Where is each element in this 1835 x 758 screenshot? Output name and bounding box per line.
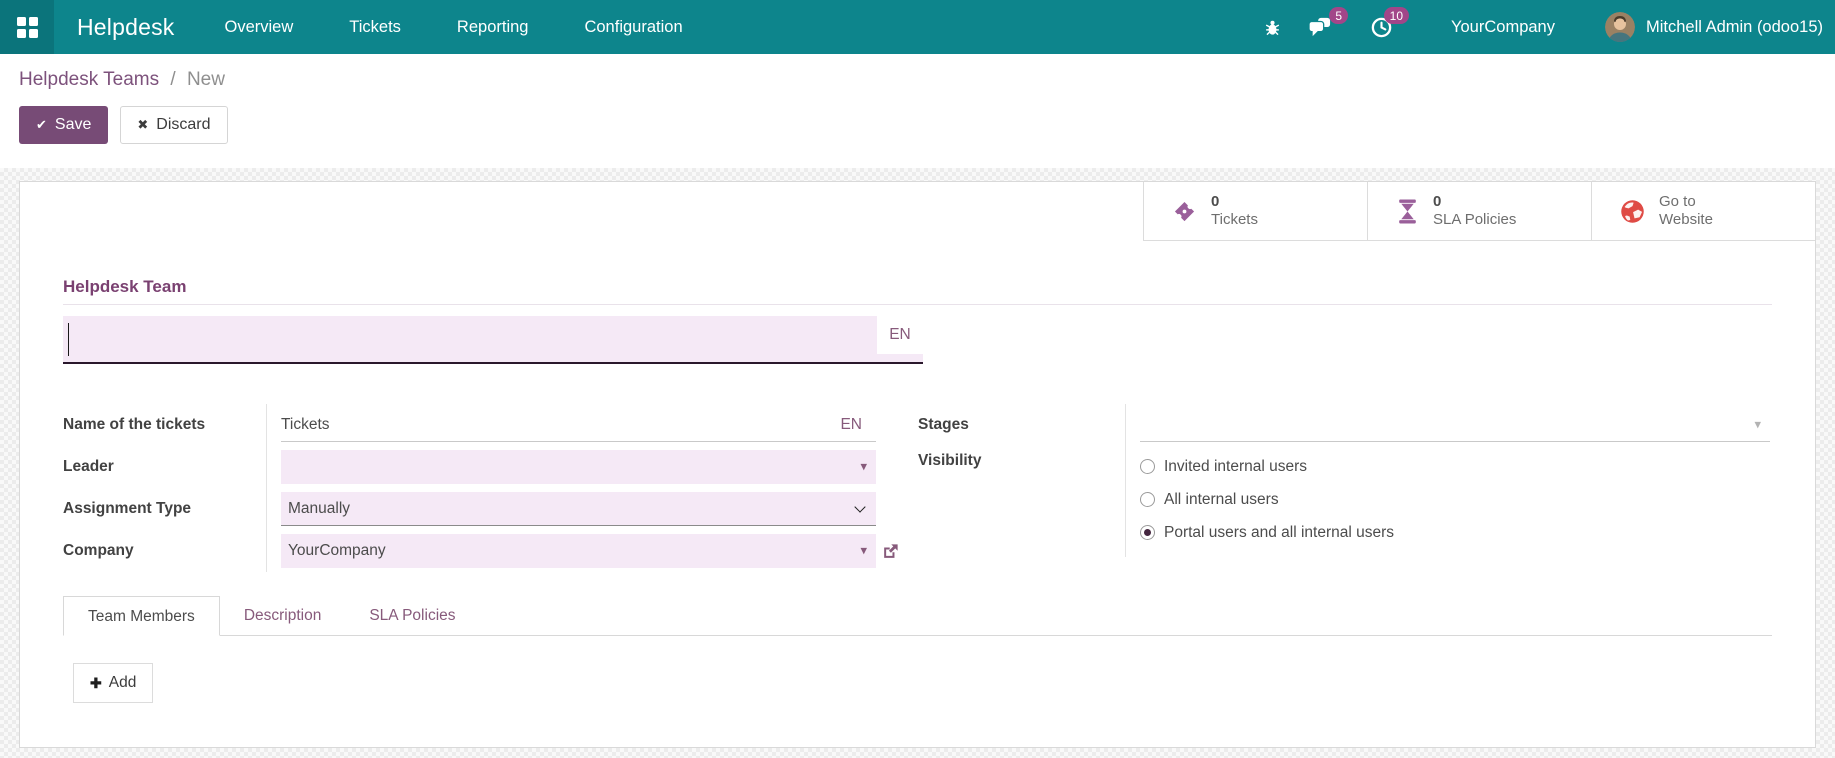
tab-sla-policies[interactable]: SLA Policies (369, 607, 456, 624)
chevron-down-icon: ▾ (860, 542, 867, 558)
add-team-member-button[interactable]: ✚ Add (73, 663, 154, 703)
radio-icon (1140, 459, 1155, 474)
radio-icon (1140, 525, 1155, 540)
activities-count-badge: 10 (1383, 6, 1410, 24)
text-cursor (68, 323, 69, 356)
notebook-tabs: Team Members Description SLA Policies (63, 595, 1772, 636)
ticket-name-value: Tickets (281, 415, 330, 433)
company-switcher[interactable]: YourCompany (1451, 17, 1555, 36)
stat-button-go-to-website[interactable]: Go to Website (1591, 182, 1815, 240)
save-button[interactable]: ✔ Save (19, 106, 109, 144)
menu-item-tickets[interactable]: Tickets (349, 17, 401, 36)
chevron-down-icon: ▾ (1754, 415, 1761, 431)
right-field-group: Stages ▾ Visibility Invited internal use (918, 404, 1785, 572)
radio-portal-and-internal-users[interactable]: Portal users and all internal users (1140, 516, 1394, 549)
apps-grid-icon (16, 16, 38, 38)
company-value: YourCompany (288, 542, 386, 559)
topbar-right: 5 10 YourCompany Mitchell Admin (odoo15) (1263, 6, 1835, 42)
stat-button-tickets[interactable]: 0 Tickets (1143, 182, 1367, 240)
breadcrumb-current: New (186, 69, 225, 90)
hourglass-icon (1399, 199, 1416, 223)
menu-item-configuration[interactable]: Configuration (584, 17, 683, 36)
stages-input[interactable]: ▾ (1140, 408, 1770, 442)
app-title[interactable]: Helpdesk (77, 13, 175, 40)
breadcrumb-separator: / (170, 69, 176, 90)
visibility-label: Visibility (918, 452, 982, 469)
radio-icon (1140, 492, 1155, 507)
control-panel: Helpdesk Teams / New ✔ Save ✖ Discard (0, 54, 1835, 168)
globe-icon (1621, 199, 1644, 223)
stat-button-strip: 0 Tickets 0 SLA Policies (20, 182, 1815, 241)
website-label-line1: Go to (1659, 193, 1696, 210)
field-groups: Name of the tickets Tickets EN Leader ▾ (63, 404, 1772, 572)
leader-label: Leader (63, 458, 114, 475)
left-field-group: Name of the tickets Tickets EN Leader ▾ (63, 404, 901, 572)
messages-count-badge: 5 (1329, 7, 1349, 24)
stages-label: Stages (918, 416, 969, 433)
team-name-translation-button[interactable]: EN (877, 316, 923, 354)
breadcrumb: Helpdesk Teams / New (19, 69, 1835, 91)
messages-icon[interactable]: 5 (1308, 7, 1349, 38)
external-link-icon (884, 543, 898, 558)
user-avatar[interactable] (1604, 12, 1635, 42)
visibility-radio-group: Invited internal users All internal user… (1140, 450, 1394, 549)
tab-team-members[interactable]: Team Members (63, 596, 220, 636)
tickets-label: Tickets (1211, 211, 1258, 228)
check-icon: ✔ (36, 117, 47, 132)
stat-button-sla-policies[interactable]: 0 SLA Policies (1367, 182, 1591, 240)
sla-count: 0 (1433, 193, 1442, 210)
chevron-down-icon: ▾ (860, 458, 867, 474)
radio-all-internal-users[interactable]: All internal users (1140, 483, 1394, 516)
form-sheet: 0 Tickets 0 SLA Policies (19, 181, 1816, 748)
sla-label: SLA Policies (1433, 211, 1517, 228)
ticket-name-input[interactable]: Tickets EN (281, 408, 876, 442)
team-name-input[interactable]: EN (63, 316, 923, 364)
top-navbar: Helpdesk Overview Tickets Reporting Conf… (0, 0, 1835, 54)
tickets-count: 0 (1211, 193, 1220, 210)
discard-button[interactable]: ✖ Discard (120, 106, 228, 144)
activities-clock-icon[interactable]: 10 (1370, 6, 1410, 39)
assignment-type-label: Assignment Type (63, 500, 192, 517)
ticket-icon (1174, 201, 1195, 221)
apps-menu-button[interactable] (0, 0, 54, 54)
website-label-line2: Website (1659, 211, 1713, 228)
form-action-buttons: ✔ Save ✖ Discard (19, 106, 1835, 144)
breadcrumb-parent-link[interactable]: Helpdesk Teams (19, 69, 160, 90)
company-external-link-button[interactable] (881, 542, 900, 561)
ticket-name-translation-button[interactable]: EN (840, 415, 862, 433)
sheet-main: Helpdesk Team EN Name of the tickets Tic… (20, 241, 1815, 703)
assignment-type-select[interactable]: Manually (281, 492, 876, 526)
user-menu[interactable]: Mitchell Admin (odoo15) (1645, 17, 1823, 36)
tab-description[interactable]: Description (243, 607, 322, 624)
plus-icon: ✚ (90, 674, 102, 691)
company-input[interactable]: YourCompany ▾ (281, 534, 876, 568)
x-icon: ✖ (137, 117, 149, 132)
discard-button-label: Discard (156, 116, 211, 133)
debug-bug-icon[interactable] (1263, 18, 1282, 37)
menu-item-reporting[interactable]: Reporting (456, 17, 529, 36)
content-background: 0 Tickets 0 SLA Policies (0, 168, 1835, 758)
team-name-section-label: Helpdesk Team (63, 277, 1772, 305)
leader-input[interactable]: ▾ (281, 450, 876, 484)
ticket-name-label: Name of the tickets (63, 416, 206, 433)
save-button-label: Save (54, 116, 92, 133)
menu-item-overview[interactable]: Overview (224, 17, 294, 36)
add-button-label: Add (108, 674, 137, 691)
notebook: Team Members Description SLA Policies ✚ … (63, 595, 1772, 703)
select-chevron-icon (854, 501, 866, 513)
radio-invited-internal-users[interactable]: Invited internal users (1140, 450, 1394, 483)
assignment-type-value: Manually (288, 499, 351, 517)
main-menu: Overview Tickets Reporting Configuration (223, 14, 685, 41)
company-label: Company (63, 542, 134, 559)
